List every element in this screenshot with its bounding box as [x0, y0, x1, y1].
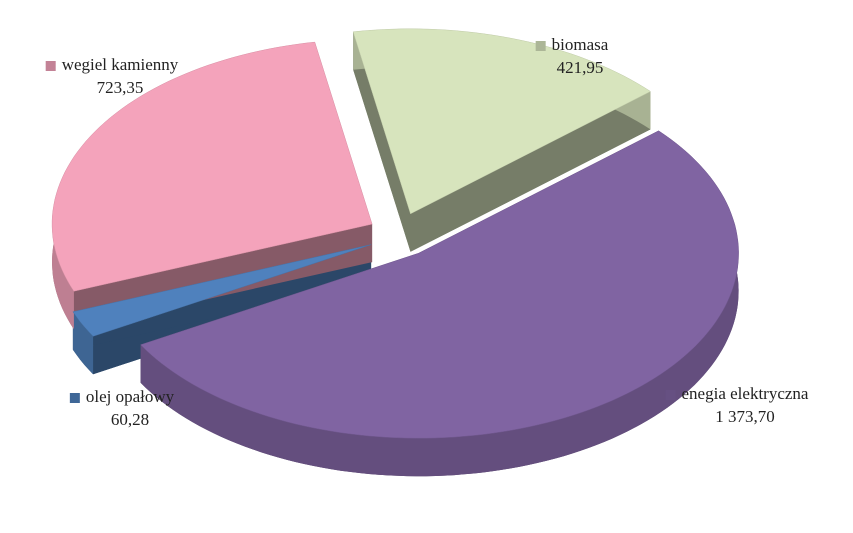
legend-label: wegiel kamienny [62, 55, 179, 74]
value-label: 1 373,70 [715, 407, 775, 426]
value-label: 60,28 [111, 410, 149, 429]
slice-radial-wall [353, 31, 411, 252]
value-label: 723,35 [97, 78, 144, 97]
slice [51, 41, 373, 292]
legend-key [665, 390, 676, 400]
legend-label: biomasa [552, 35, 609, 54]
legend-key [535, 41, 546, 51]
legend-key [69, 393, 80, 403]
slice [140, 130, 739, 439]
slice [72, 244, 372, 337]
slice-radial-wall [410, 91, 651, 252]
slice-outer-wall [72, 311, 94, 375]
legend-key [45, 61, 56, 71]
legend-label: olej opałowy [86, 387, 175, 406]
slice [352, 28, 652, 215]
legend-label: enegia elektryczna [682, 384, 809, 403]
value-label: 421,95 [557, 58, 604, 77]
